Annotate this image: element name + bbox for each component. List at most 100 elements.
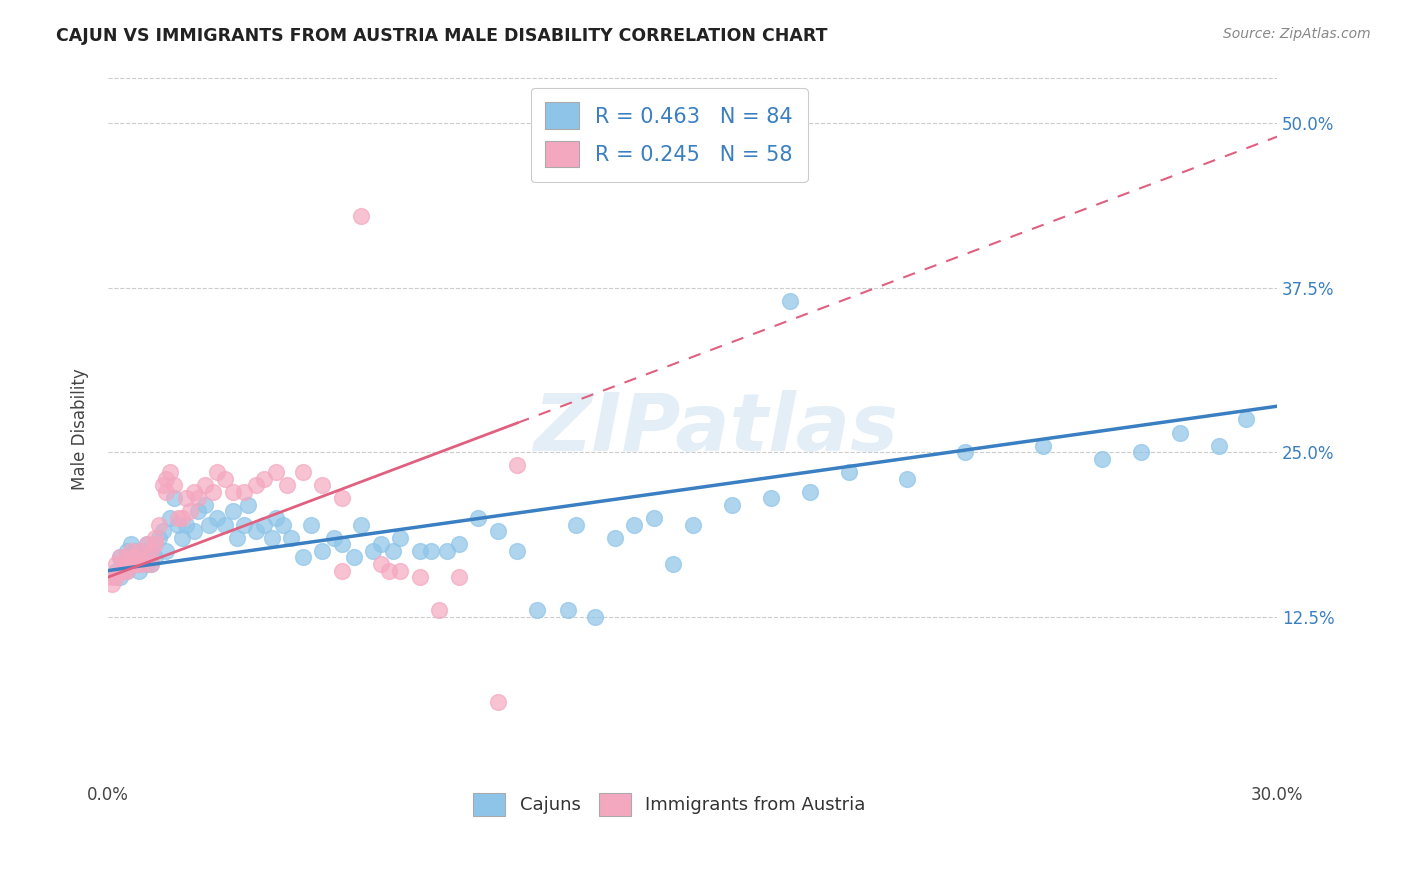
Point [183,484,205,499]
Point [447,570,470,584]
Point [170,531,193,545]
Point [117,564,139,578]
Point [152,478,174,492]
Point [557,603,579,617]
Point [311,544,333,558]
Point [222,504,245,518]
Point [299,517,322,532]
Point [136,550,159,565]
Point [389,531,412,545]
Point [143,531,166,545]
Point [174,517,197,532]
Point [1129,445,1152,459]
Point [370,557,392,571]
Point [167,511,190,525]
Point [155,471,177,485]
Point [486,524,509,538]
Point [245,524,267,538]
Point [187,491,209,506]
Point [1208,439,1230,453]
Point [1168,425,1191,440]
Point [101,570,124,584]
Point [233,484,256,499]
Point [447,537,470,551]
Point [1234,412,1257,426]
Point [117,544,139,558]
Point [342,550,364,565]
Point [108,570,131,584]
Point [361,544,384,558]
Point [311,478,333,492]
Point [117,550,139,565]
Point [187,504,209,518]
Point [120,544,142,558]
Point [233,517,256,532]
Point [381,544,404,558]
Point [117,564,139,578]
Point [205,465,228,479]
Point [486,695,509,709]
Point [409,570,432,584]
Point [128,544,150,558]
Point [759,491,782,506]
Point [163,478,186,492]
Point [214,517,236,532]
Point [136,537,159,551]
Point [108,564,131,578]
Point [179,504,201,518]
Point [132,550,155,565]
Point [148,531,170,545]
Point [170,511,193,525]
Point [112,557,135,571]
Point [194,478,217,492]
Point [506,544,529,558]
Point [603,531,626,545]
Point [260,531,283,545]
Point [120,557,142,571]
Point [148,517,170,532]
Point [264,465,287,479]
Point [143,550,166,565]
Point [838,465,860,479]
Point [779,293,801,308]
Point [112,557,135,571]
Point [136,537,159,551]
Point [720,498,742,512]
Point [155,484,177,499]
Point [377,564,399,578]
Point [120,537,142,551]
Point [124,550,146,565]
Point [350,209,373,223]
Point [280,531,302,545]
Point [124,544,146,558]
Point [101,576,124,591]
Point [120,557,142,571]
Point [273,517,295,532]
Point [1032,439,1054,453]
Point [163,491,186,506]
Point [139,544,162,558]
Point [124,550,146,565]
Point [238,498,260,512]
Point [564,517,586,532]
Point [174,491,197,506]
Point [662,557,685,571]
Point [139,557,162,571]
Point [506,458,529,473]
Point [143,537,166,551]
Point [132,544,155,558]
Point [152,524,174,538]
Point [104,570,127,584]
Point [420,544,443,558]
Point [108,550,131,565]
Point [253,517,276,532]
Point [128,564,150,578]
Point [623,517,645,532]
Point [291,550,314,565]
Point [214,471,236,485]
Point [194,498,217,512]
Point [112,564,135,578]
Point [225,531,247,545]
Point [104,564,127,578]
Point [409,544,432,558]
